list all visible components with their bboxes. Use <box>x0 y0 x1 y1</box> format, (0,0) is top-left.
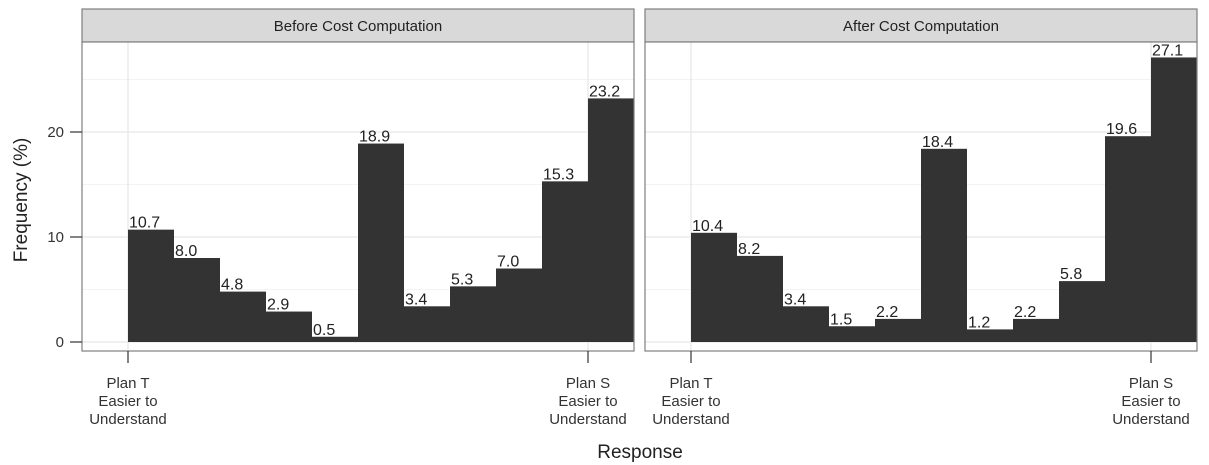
bars <box>691 57 1197 342</box>
value-labels: 10.4 8.2 3.4 1.5 2.2 18.4 1.2 2.2 5.8 19.6 27.1 <box>692 42 1183 331</box>
bar-8 <box>496 268 542 342</box>
y-tick-label: 10 <box>47 229 64 246</box>
panel-title: Before Cost Computation <box>274 18 442 35</box>
panels: Before Cost Computation10.78.04.82.90.51… <box>81 8 1198 428</box>
x-tick-label: Plan S Easier to Understand <box>1112 375 1190 428</box>
bar-8 <box>1059 281 1105 342</box>
y-tick-label: 0 <box>56 334 64 351</box>
y-tick-10: 10 <box>47 229 82 246</box>
value-labels: 10.7 8.0 4.8 2.9 0.5 18.9 3.4 5.3 7.0 15.3 23.2 <box>129 83 620 338</box>
value-label-4: 2.2 <box>876 304 898 321</box>
value-label-8: 5.8 <box>1060 266 1082 283</box>
value-label-0: 10.4 <box>692 218 723 235</box>
value-label-3: 1.5 <box>830 311 852 328</box>
value-label-5: 18.9 <box>359 129 390 146</box>
panel-border <box>644 41 1198 352</box>
x-tick-label: Plan T Easier to Understand <box>652 375 730 428</box>
panel-strip: Before Cost Computation <box>81 8 635 43</box>
value-label-0: 10.7 <box>129 215 160 232</box>
bar-6 <box>967 329 1013 342</box>
bar-9 <box>542 181 588 342</box>
bar-7 <box>1013 318 1059 342</box>
bar-1 <box>737 255 783 342</box>
value-label-8: 7.0 <box>497 254 519 271</box>
bar-5 <box>921 148 967 342</box>
panel-strip: After Cost Computation <box>644 8 1198 43</box>
x-ticks: Plan T Easier to Understand Plan S Easier to… <box>652 351 1190 428</box>
y-tick-label: 20 <box>47 124 64 141</box>
bar-0 <box>691 232 737 342</box>
bar-7 <box>450 286 496 342</box>
value-label-9: 15.3 <box>543 166 574 183</box>
bar-2 <box>220 291 266 342</box>
bar-5 <box>358 143 404 342</box>
bar-9 <box>1105 136 1151 342</box>
bar-3 <box>266 311 312 342</box>
value-label-7: 5.3 <box>451 271 473 288</box>
panel-title: After Cost Computation <box>843 18 999 35</box>
bar-4 <box>312 336 358 342</box>
value-label-10: 23.2 <box>589 83 620 100</box>
bars <box>128 98 634 343</box>
bar-4 <box>875 318 921 342</box>
bar-10 <box>1151 57 1197 342</box>
value-label-4: 0.5 <box>313 322 335 339</box>
value-label-10: 27.1 <box>1152 42 1183 59</box>
value-label-3: 2.9 <box>267 297 289 314</box>
panel-after: After Cost Computation 10.4 8.2 3.4 1.5 2.2 18… <box>644 8 1198 428</box>
value-label-5: 18.4 <box>922 134 953 151</box>
panel-before: Before Cost Computation10.78.04.82.90.51… <box>81 8 635 428</box>
bar-6 <box>404 306 450 342</box>
value-label-2: 4.8 <box>221 277 243 294</box>
x-tick-label: Plan T Easier to Understand <box>89 375 167 428</box>
panel-border <box>81 41 635 352</box>
value-label-1: 8.2 <box>738 241 760 258</box>
value-label-2: 3.4 <box>784 291 806 308</box>
value-label-9: 19.6 <box>1106 121 1137 138</box>
bar-10 <box>588 98 634 343</box>
bar-0 <box>128 229 174 342</box>
bar-1 <box>174 258 220 342</box>
y-axis-title: Frequency (%) <box>11 138 32 263</box>
value-label-1: 8.0 <box>175 243 197 260</box>
y-axis: 0 10 20 <box>47 124 82 351</box>
y-tick-0: 0 <box>56 334 82 351</box>
bar-3 <box>829 326 875 342</box>
bar-2 <box>783 306 829 342</box>
value-label-6: 3.4 <box>405 291 427 308</box>
x-tick-label: Plan S Easier to Understand <box>549 375 627 428</box>
x-ticks: Plan T Easier to Understand Plan S Easier to… <box>89 351 627 428</box>
value-label-7: 2.2 <box>1014 304 1036 321</box>
strip-background <box>81 8 635 43</box>
value-label-6: 1.2 <box>968 314 990 331</box>
x-axis-title: Response <box>597 442 683 463</box>
y-tick-20: 20 <box>47 124 82 141</box>
strip-background <box>644 8 1198 43</box>
